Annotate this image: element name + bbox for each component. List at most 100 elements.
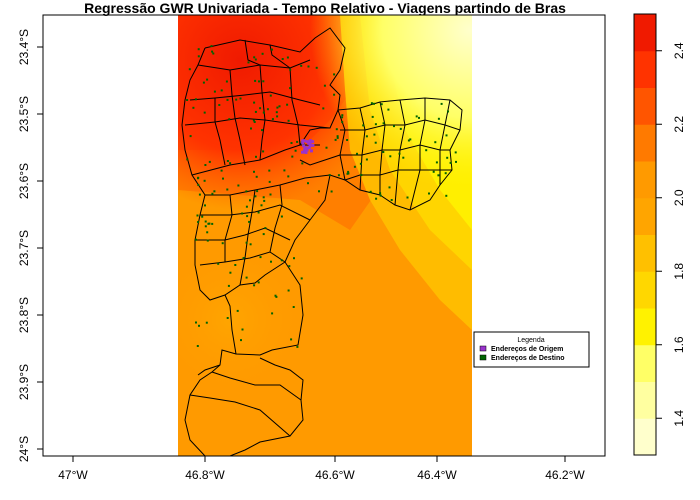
destination-point xyxy=(194,98,197,101)
destination-point xyxy=(387,108,390,111)
destination-point xyxy=(330,190,333,193)
destination-point xyxy=(362,124,365,127)
destination-point xyxy=(220,169,223,172)
origin-point xyxy=(303,145,307,149)
destination-point xyxy=(307,65,310,68)
destination-point xyxy=(393,125,395,128)
destination-point xyxy=(296,345,299,348)
destination-point xyxy=(369,190,372,193)
colorbar-segment xyxy=(634,344,656,382)
origin-point xyxy=(307,146,311,150)
destination-point xyxy=(325,146,328,149)
destination-point xyxy=(447,110,449,113)
destination-point xyxy=(201,215,204,218)
destination-point xyxy=(245,241,248,244)
destination-point xyxy=(445,134,448,137)
destination-point xyxy=(337,174,340,177)
destination-point xyxy=(228,118,231,121)
destination-point xyxy=(186,99,189,101)
destination-point xyxy=(237,184,240,187)
destination-point xyxy=(263,199,266,202)
colorbar-segment xyxy=(634,197,656,235)
destination-point xyxy=(406,196,409,199)
gwr-raster-surface xyxy=(178,15,472,456)
destination-point xyxy=(371,115,374,118)
destination-point xyxy=(268,169,271,172)
destination-point xyxy=(225,80,228,83)
origin-point xyxy=(308,143,312,147)
destination-point xyxy=(322,107,325,110)
destination-point xyxy=(280,215,283,218)
destination-point xyxy=(373,102,375,105)
destination-point xyxy=(204,164,207,166)
colorbar-segment xyxy=(634,418,656,456)
destination-point xyxy=(365,135,368,138)
destination-point xyxy=(212,52,215,55)
legend-item-destination: Endereços de Destino xyxy=(479,354,565,362)
destination-point xyxy=(197,55,200,58)
destination-point xyxy=(307,182,309,185)
destination-point xyxy=(347,172,350,175)
destination-point xyxy=(205,321,208,324)
destination-point xyxy=(347,170,350,173)
destination-point xyxy=(425,149,428,152)
destination-point xyxy=(407,139,410,142)
destination-point xyxy=(440,102,443,105)
destination-point xyxy=(290,338,293,341)
destination-point xyxy=(398,152,401,155)
destination-point xyxy=(274,294,277,297)
destination-point xyxy=(328,174,331,177)
destination-point xyxy=(333,93,336,96)
destination-point xyxy=(270,260,272,263)
destination-point xyxy=(211,192,214,195)
destination-point xyxy=(356,152,358,155)
destination-point xyxy=(255,175,258,178)
destination-point xyxy=(374,141,377,144)
destination-point xyxy=(262,111,265,114)
destination-point xyxy=(389,155,392,158)
colorbar-segment xyxy=(634,161,656,199)
destination-point xyxy=(275,111,278,114)
y-tick-label: 23.8°S xyxy=(17,297,31,333)
destination-point xyxy=(222,177,224,180)
destination-point xyxy=(213,190,216,193)
destination-point xyxy=(254,79,257,82)
destination-point xyxy=(197,183,200,186)
destination-point xyxy=(380,103,383,106)
colorbar: 1.4 1.6 1.8 2.0 2.2 2.4 xyxy=(633,13,686,456)
map-title: Regressão GWR Univariada - Tempo Relativ… xyxy=(84,0,566,16)
destination-point xyxy=(269,193,272,196)
origin-point xyxy=(301,139,305,143)
destination-point xyxy=(300,64,303,67)
destination-point xyxy=(292,306,295,308)
destination-point xyxy=(318,190,320,193)
destination-point xyxy=(271,48,273,51)
destination-point xyxy=(204,220,207,223)
y-axis: 23.4°S 23.5°S 23.6°S 23.7°S 23.8°S 23.9°S 24°S xyxy=(17,29,43,462)
colorbar-tick-label: 1.4 xyxy=(672,410,686,427)
destination-point xyxy=(283,169,286,172)
destination-point xyxy=(245,190,248,193)
origin-point xyxy=(308,142,312,145)
destination-point xyxy=(334,138,337,141)
destination-point xyxy=(280,259,283,262)
destination-point xyxy=(402,156,405,159)
destination-point xyxy=(206,231,209,234)
destination-point xyxy=(399,127,402,130)
destination-point xyxy=(336,136,339,139)
destination-point xyxy=(241,212,244,215)
colorbar-segment xyxy=(634,50,656,88)
origin-point xyxy=(311,140,315,144)
destination-point xyxy=(275,295,278,298)
destination-point xyxy=(217,262,220,265)
destination-point xyxy=(226,160,229,162)
colorbar-tick-label: 2.0 xyxy=(672,189,686,206)
destination-point xyxy=(255,155,257,158)
destination-point xyxy=(276,106,279,109)
destination-point xyxy=(229,271,232,274)
colorbar-segment xyxy=(634,381,656,419)
destination-point xyxy=(262,233,265,236)
destination-point xyxy=(226,317,229,319)
destination-point xyxy=(359,162,362,165)
destination-point xyxy=(269,94,272,97)
